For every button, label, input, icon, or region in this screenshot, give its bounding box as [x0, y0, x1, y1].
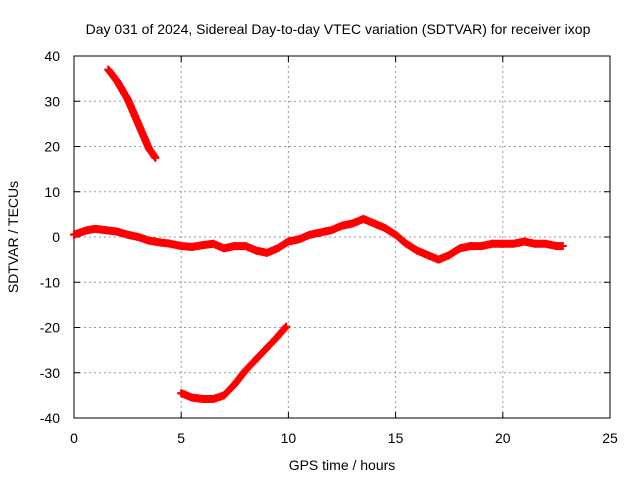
- x-tick-label: 5: [177, 430, 185, 446]
- y-tick-label: -10: [40, 274, 60, 290]
- series-trace-segment: [263, 333, 281, 351]
- series-trace-segment: [113, 78, 131, 102]
- grid-lines: [74, 56, 610, 418]
- y-tick-label: 10: [44, 184, 60, 200]
- chart-title: Day 031 of 2024, Sidereal Day-to-day VTE…: [86, 21, 591, 37]
- x-tick-label: 20: [495, 430, 511, 446]
- data-series: [70, 65, 567, 403]
- series-trace-segment: [134, 121, 153, 152]
- x-tick-label: 15: [388, 430, 404, 446]
- series-trace-segment: [231, 367, 249, 387]
- series-trace-segment: [221, 381, 238, 399]
- data-point: [558, 242, 567, 251]
- series-upper-arc: [104, 65, 160, 162]
- data-point: [151, 153, 160, 162]
- y-tick-label: 0: [52, 229, 60, 245]
- y-tick-label: 20: [44, 139, 60, 155]
- series-lower-arc: [177, 322, 291, 403]
- y-tick-label: -30: [40, 365, 60, 381]
- y-tick-label: 30: [44, 93, 60, 109]
- x-axis-label: GPS time / hours: [289, 457, 396, 473]
- x-tick-label: 10: [281, 430, 297, 446]
- x-tick-label: 0: [70, 430, 78, 446]
- series-trace-segment: [242, 356, 260, 374]
- series-trace-segment: [124, 96, 142, 127]
- data-point: [282, 322, 291, 331]
- y-tick-label: -40: [40, 410, 60, 426]
- y-axis-label: SDTVAR / TECUs: [5, 181, 21, 293]
- y-tick-label: -20: [40, 320, 60, 336]
- axis-ticks: 0 5 10 15 20 25 -40 -30 -20 -10 0 10 20 30 40: [40, 48, 618, 446]
- series-main-track: [70, 214, 567, 264]
- y-tick-label: 40: [44, 48, 60, 64]
- series-trace-segment: [253, 344, 270, 363]
- x-tick-label: 25: [602, 430, 618, 446]
